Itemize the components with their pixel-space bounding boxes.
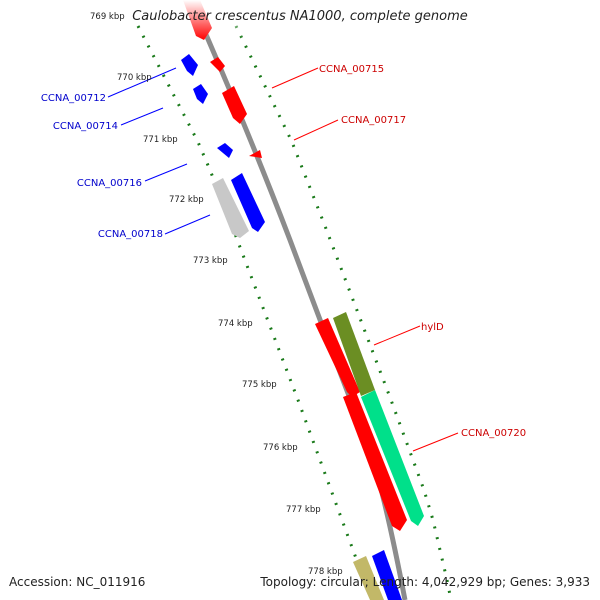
gene-ccna-00712[interactable]	[181, 54, 198, 76]
gene-labels-right: CCNA_00715 CCNA_00717 hylD CCNA_00720	[319, 64, 526, 439]
scale-label-774: 774 kbp	[218, 319, 253, 329]
gene-tan-bottom[interactable]	[353, 556, 384, 600]
scale-label-776: 776 kbp	[263, 443, 298, 453]
gene-ccna-00713[interactable]	[210, 57, 225, 72]
gene-label-ccna-00714[interactable]: CCNA_00714	[53, 121, 118, 132]
gene-label-hylD[interactable]: hylD	[421, 322, 444, 333]
scale-label-772: 772 kbp	[169, 195, 204, 205]
scale-label-769: 769 kbp	[90, 12, 125, 22]
callout-line-ccna-00720	[412, 432, 459, 452]
accession-label: Accession: NC_011916	[9, 575, 146, 589]
scale-label-771: 771 kbp	[143, 135, 178, 145]
gene-blue-bottom[interactable]	[372, 550, 402, 600]
gene-label-ccna-00717[interactable]: CCNA_00717	[341, 115, 406, 126]
top-fade	[160, 0, 280, 40]
callout-lines	[107, 67, 459, 452]
gene-label-ccna-00718[interactable]: CCNA_00718	[98, 229, 163, 240]
gene-label-ccna-00712[interactable]: CCNA_00712	[41, 93, 106, 104]
callout-line-ccna-00717	[293, 119, 339, 141]
gene-labels-left: CCNA_00712 CCNA_00714 CCNA_00716 CCNA_00…	[41, 93, 163, 240]
callout-line-hylD	[373, 325, 421, 346]
gene-label-ccna-00715[interactable]: CCNA_00715	[319, 64, 384, 75]
callout-line-ccna-00718	[164, 214, 211, 235]
callout-line-ccna-00716	[144, 163, 188, 182]
callout-line-ccna-00715	[271, 67, 319, 89]
inner-tick-ring	[136, 25, 374, 600]
scale-label-773: 773 kbp	[193, 256, 228, 266]
gene-label-ccna-00720[interactable]: CCNA_00720	[461, 428, 526, 439]
scale-label-775: 775 kbp	[242, 380, 277, 390]
genome-title: Caulobacter crescentus NA1000, complete …	[132, 9, 468, 24]
gene-ccna-00718[interactable]	[231, 173, 265, 232]
gene-hylD[interactable]	[333, 312, 375, 396]
scale-label-778: 778 kbp	[308, 567, 343, 577]
genome-summary: Topology: circular; Length: 4,042,929 bp…	[260, 575, 590, 589]
scale-label-777: 777 kbp	[286, 505, 321, 515]
callout-line-ccna-00714	[120, 107, 164, 126]
gene-label-ccna-00716[interactable]: CCNA_00716	[77, 178, 142, 189]
gene-ccna-00714[interactable]	[193, 84, 208, 104]
gene-ccna-00720[interactable]	[361, 390, 424, 526]
gene-red-long-2[interactable]	[343, 392, 407, 531]
gene-ccna-00717[interactable]	[249, 150, 262, 158]
scale-labels: 769 kbp 770 kbp 771 kbp 772 kbp 773 kbp …	[90, 12, 343, 577]
gene-ccna-00716[interactable]	[217, 143, 233, 158]
gene-red-long-1[interactable]	[315, 318, 360, 397]
scale-label-770: 770 kbp	[117, 73, 152, 83]
gene-ccna-00718-gray[interactable]	[212, 178, 249, 238]
gene-ccna-00715[interactable]	[222, 86, 247, 124]
callout-line-ccna-00712	[107, 67, 177, 98]
